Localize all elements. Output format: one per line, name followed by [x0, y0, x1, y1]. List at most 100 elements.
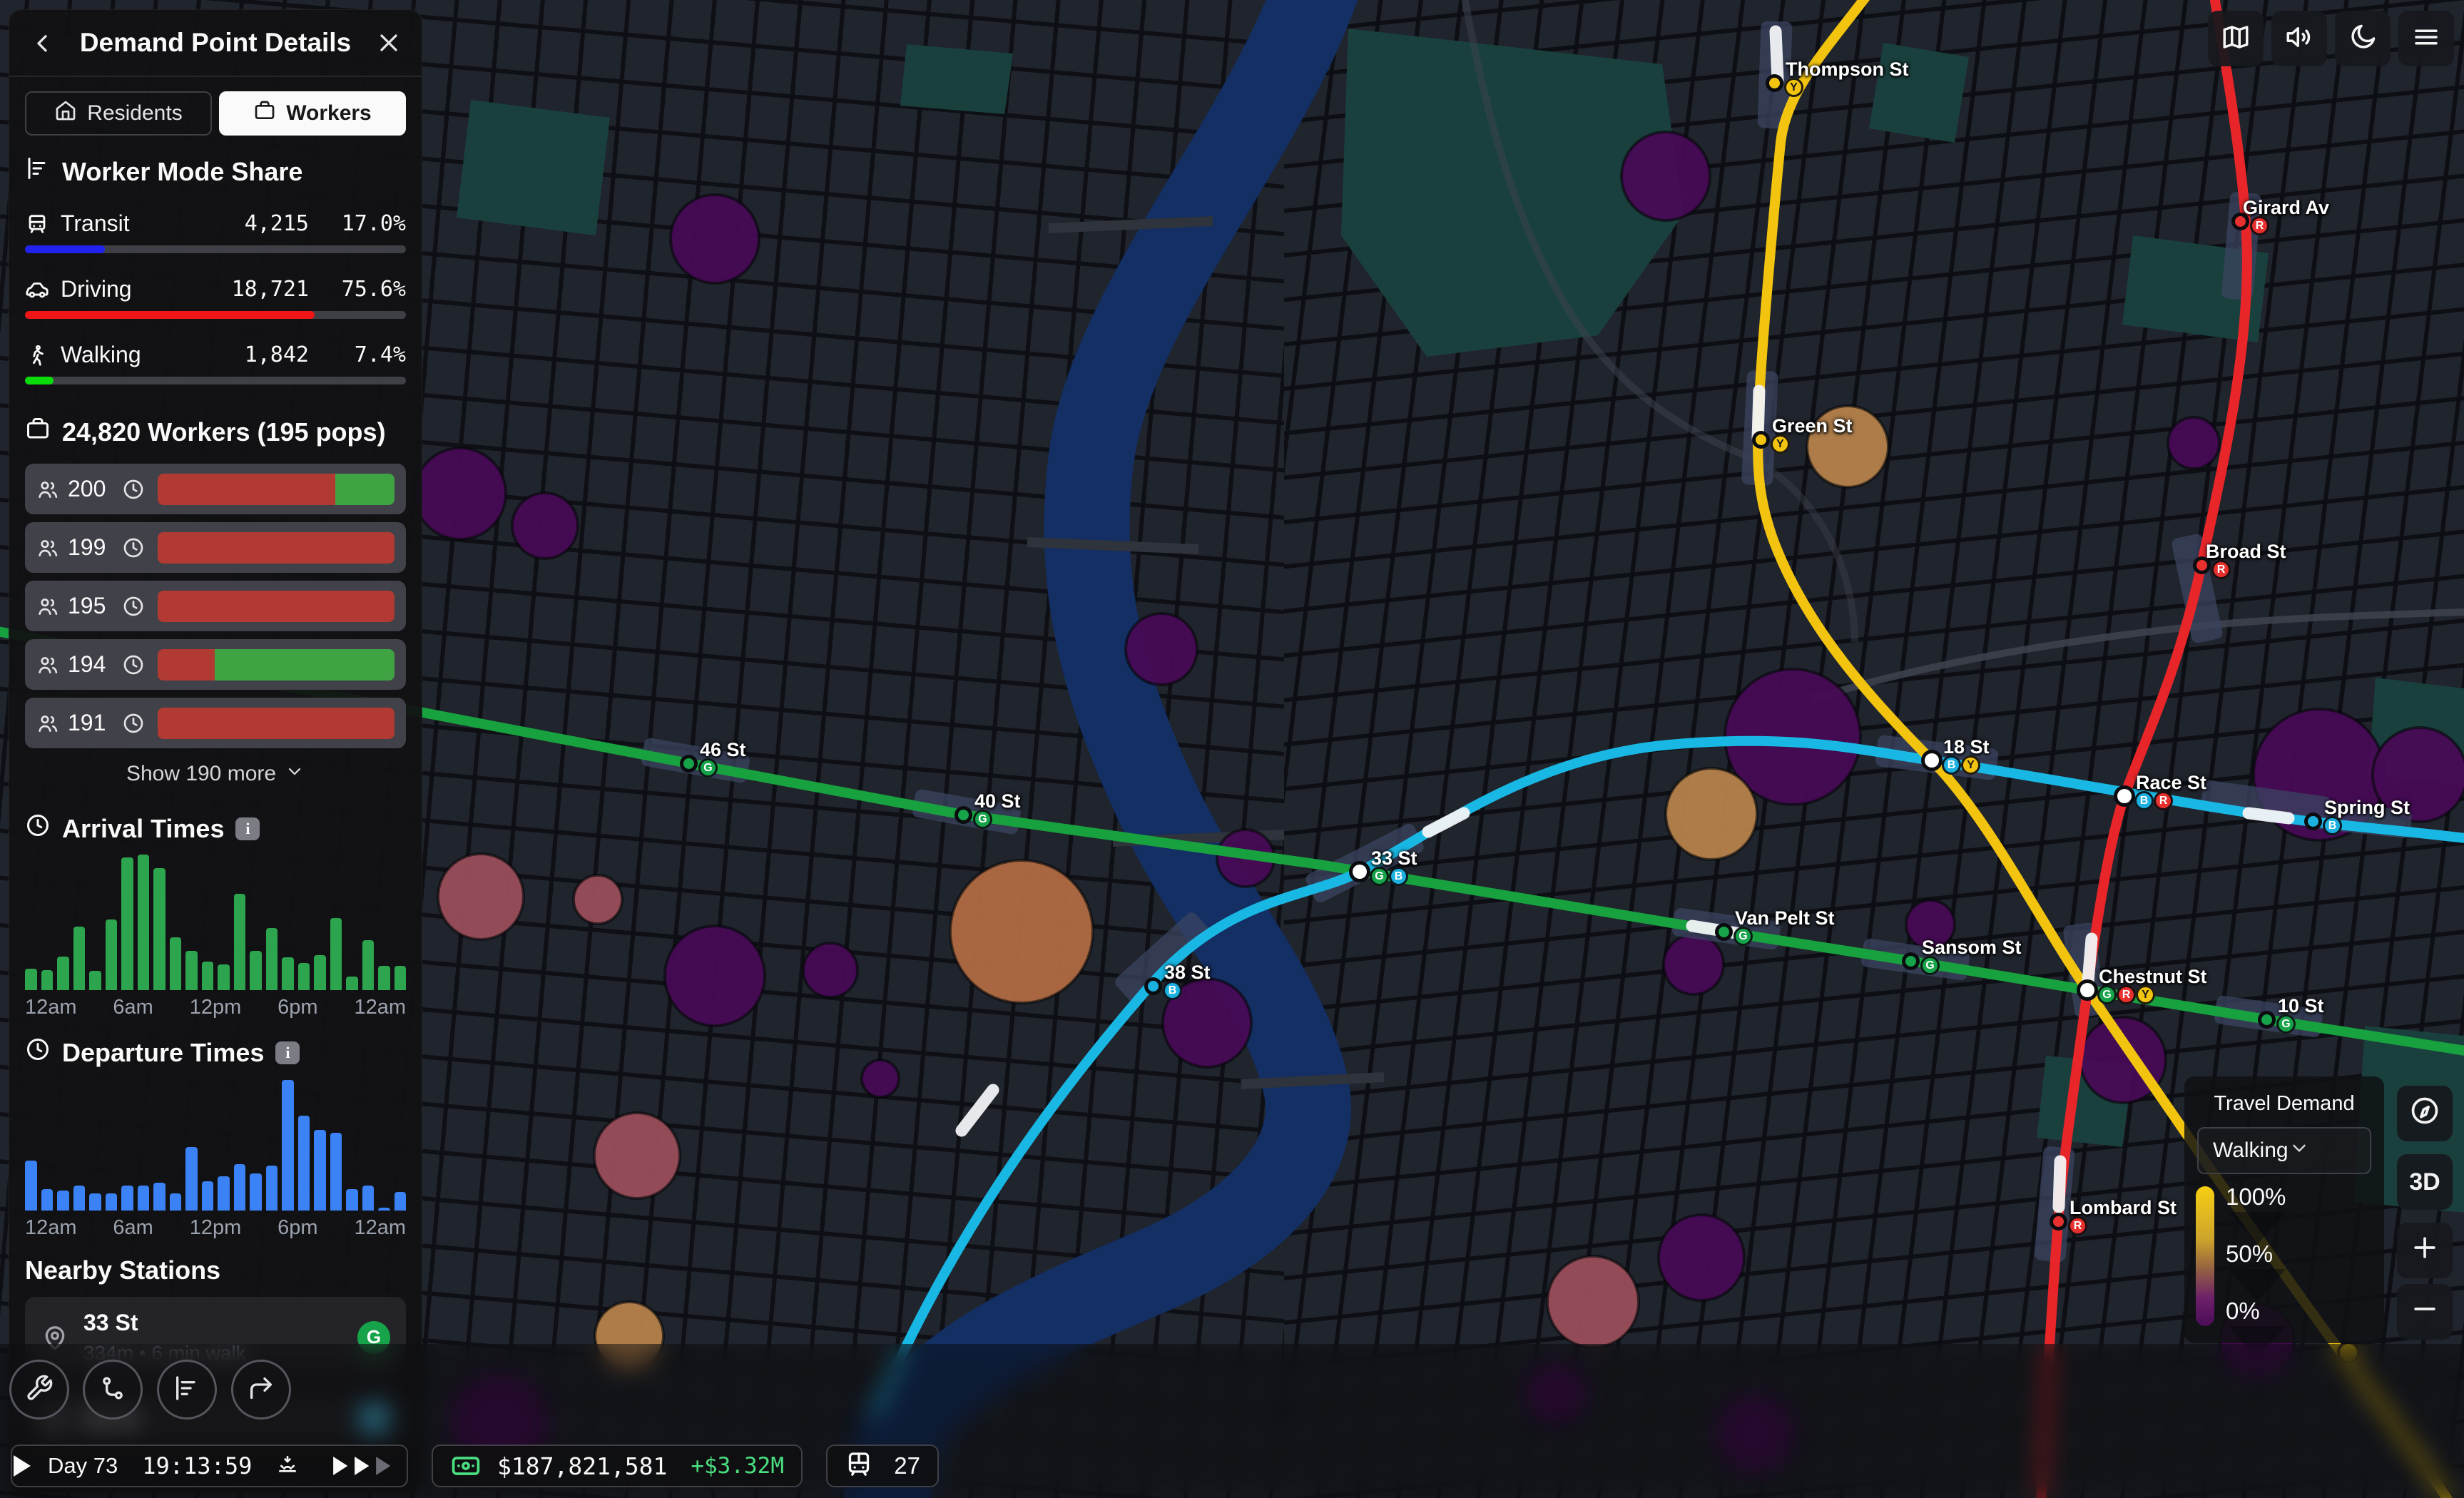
mode-count: 1,842	[244, 342, 309, 367]
station-dot[interactable]	[1925, 753, 1939, 768]
menu-button[interactable]	[2398, 11, 2454, 66]
speed-arrow[interactable]	[333, 1457, 348, 1475]
station-dot[interactable]	[957, 809, 969, 820]
station-dot[interactable]	[1353, 865, 1367, 879]
histogram-bar	[169, 937, 181, 990]
demand-circle[interactable]	[669, 193, 760, 285]
station-dot[interactable]	[2234, 215, 2246, 227]
demand-circle[interactable]	[511, 491, 579, 560]
worker-row[interactable]: 194	[25, 639, 406, 690]
stats-button[interactable]	[157, 1360, 217, 1420]
3d-toggle-button[interactable]: 3D	[2397, 1154, 2453, 1210]
info-icon[interactable]: i	[275, 1041, 300, 1064]
station-dot[interactable]	[2261, 1014, 2272, 1025]
show-more-button[interactable]: Show 190 more	[25, 761, 406, 787]
worker-row[interactable]: 199	[25, 522, 406, 573]
demand-circle[interactable]	[1662, 933, 1725, 996]
speed-arrow[interactable]	[355, 1457, 370, 1475]
histogram-bar	[73, 1185, 85, 1211]
speed-arrow[interactable]	[376, 1457, 391, 1475]
close-button[interactable]	[375, 29, 403, 57]
vehicle-counter[interactable]: 27	[826, 1444, 939, 1487]
info-icon[interactable]: i	[235, 817, 260, 840]
worker-row[interactable]: 191	[25, 698, 406, 748]
tab-residents[interactable]: Residents	[25, 91, 212, 136]
zoom-in-button[interactable]	[2397, 1223, 2453, 1278]
station-label[interactable]: Lombard St	[2070, 1197, 2177, 1218]
station-dot[interactable]	[1768, 77, 1780, 88]
demand-circle[interactable]	[2371, 726, 2464, 823]
axis-tick: 6pm	[278, 996, 318, 1019]
station-label[interactable]: 40 St	[974, 790, 1021, 812]
station-label[interactable]: Spring St	[2324, 797, 2410, 818]
briefcase-icon	[253, 99, 276, 128]
station-label[interactable]: Green St	[1772, 415, 1853, 437]
station-label[interactable]: 33 St	[1371, 847, 1417, 869]
demand-circle[interactable]	[949, 859, 1094, 1004]
routes-button[interactable]	[83, 1360, 143, 1420]
demand-circle[interactable]	[860, 1059, 900, 1099]
demand-circle[interactable]	[437, 852, 525, 941]
station-label[interactable]: 10 St	[2278, 995, 2324, 1017]
bar-segment	[214, 648, 394, 681]
compass-button[interactable]	[2397, 1086, 2453, 1141]
station-dot[interactable]	[2196, 559, 2207, 571]
map-style-button[interactable]	[2208, 11, 2264, 66]
departure-times-axis: 12am 6am 12pm 6pm 12am	[25, 1216, 406, 1240]
line-badge: R	[2250, 216, 2269, 235]
demand-circle[interactable]	[1806, 404, 1890, 489]
demand-circle[interactable]	[572, 874, 623, 925]
demand-circle[interactable]	[1161, 977, 1253, 1069]
station-dot[interactable]	[2117, 789, 2132, 803]
tab-workers[interactable]: Workers	[219, 91, 406, 136]
demand-circle[interactable]	[2167, 416, 2221, 470]
demand-circle[interactable]	[802, 942, 859, 999]
station-label[interactable]: Thompson St	[1786, 58, 1909, 80]
station-label[interactable]: Race St	[2136, 772, 2207, 793]
station-label[interactable]: Girard Av	[2243, 197, 2330, 218]
dark-mode-button[interactable]	[2335, 11, 2391, 66]
station-dot[interactable]	[2307, 815, 2318, 827]
back-button[interactable]	[28, 29, 56, 57]
demand-circle[interactable]	[1664, 767, 1758, 861]
station-label[interactable]: 46 St	[700, 739, 746, 760]
demand-circle[interactable]	[1546, 1255, 1640, 1349]
users-icon	[36, 478, 59, 501]
axis-tick: 12pm	[189, 1216, 242, 1239]
histogram-bar	[362, 939, 374, 990]
tools-button[interactable]	[9, 1360, 69, 1420]
station-label[interactable]: Broad St	[2206, 541, 2286, 562]
redo-button[interactable]	[231, 1360, 291, 1420]
station-dot[interactable]	[1755, 434, 1766, 445]
worker-row[interactable]: 195	[25, 581, 406, 631]
worker-row[interactable]: 200	[25, 464, 406, 514]
demand-circle[interactable]	[413, 447, 507, 541]
demand-circle[interactable]	[1124, 612, 1198, 686]
demand-circle[interactable]	[593, 1111, 681, 1200]
station-dot[interactable]	[1147, 980, 1159, 992]
histogram-bar	[265, 1166, 278, 1211]
travel-mode-select[interactable]: Walking	[2197, 1127, 2371, 1174]
station-label[interactable]: Van Pelt St	[1735, 907, 1835, 929]
demand-circle[interactable]	[1620, 131, 1711, 222]
mode-share-row: Walking 1,842 7.4%	[25, 342, 406, 384]
line-badge: G	[1920, 956, 1940, 975]
station-dot[interactable]	[683, 758, 694, 769]
station-label[interactable]: 38 St	[1164, 962, 1211, 983]
station-label[interactable]: 18 St	[1943, 736, 1990, 758]
speed-selector[interactable]	[316, 1457, 412, 1475]
station-badges: G	[2276, 1014, 2296, 1034]
zoom-out-button[interactable]	[2397, 1284, 2453, 1340]
station-dot[interactable]	[1905, 955, 1916, 967]
station-dot[interactable]	[1718, 926, 1729, 937]
station-dot[interactable]	[2052, 1216, 2064, 1227]
demand-circle[interactable]	[1657, 1213, 1746, 1302]
histogram-bar	[330, 918, 342, 990]
play-button[interactable]	[12, 1455, 31, 1477]
station-label[interactable]: Sansom St	[1922, 937, 2022, 958]
line-badge: R	[2211, 560, 2231, 579]
station-label[interactable]: Chestnut St	[2099, 966, 2207, 987]
demand-circle[interactable]	[663, 924, 766, 1027]
sound-button[interactable]	[2271, 11, 2327, 66]
station-dot[interactable]	[2080, 983, 2094, 997]
